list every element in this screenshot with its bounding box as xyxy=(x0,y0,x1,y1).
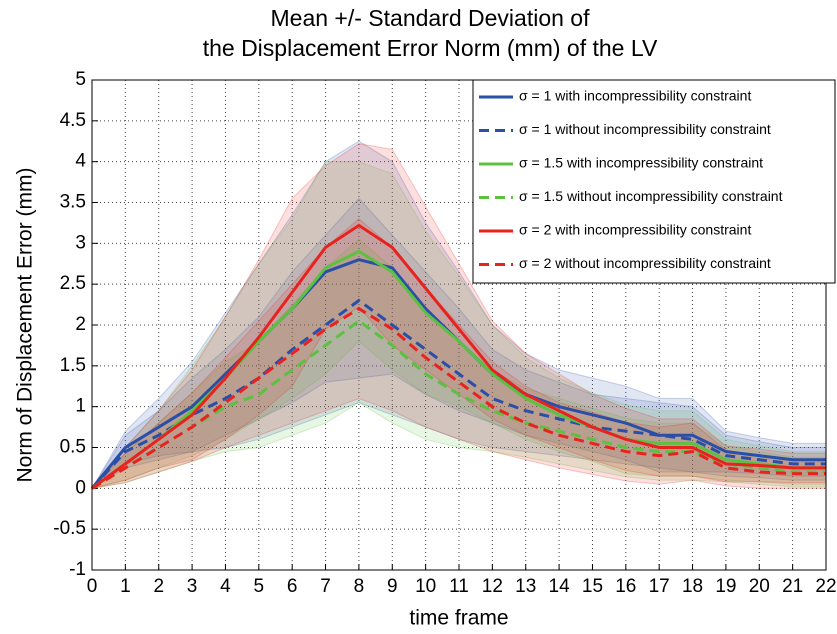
y-tick-label: 2.5 xyxy=(60,273,86,294)
y-axis-label: Norm of Displacement Error (mm) xyxy=(14,167,37,482)
x-tick-label: 14 xyxy=(549,576,571,597)
x-tick-label: 21 xyxy=(782,576,803,597)
y-tick-label: 1 xyxy=(75,396,86,417)
legend-label: σ = 1 with incompressibility constraint xyxy=(519,88,751,104)
y-tick-label: -0.5 xyxy=(53,518,86,539)
series-line xyxy=(91,223,826,490)
chart-title: the Displacement Error Norm (mm) of the … xyxy=(203,35,658,61)
y-tick-label: 4 xyxy=(75,151,86,172)
legend-label: σ = 1.5 with incompressibility constrain… xyxy=(519,155,763,171)
x-tick-label: 9 xyxy=(387,576,398,597)
y-tick-label: 4.5 xyxy=(60,110,86,131)
x-tick-label: 8 xyxy=(354,576,365,597)
x-tick-label: 17 xyxy=(649,576,670,597)
x-tick-label: 13 xyxy=(515,576,536,597)
y-tick-label: 0.5 xyxy=(60,437,86,458)
x-tick-label: 20 xyxy=(749,576,770,597)
y-tick-label: -1 xyxy=(69,559,86,580)
y-tick-label: 5 xyxy=(75,69,86,90)
x-tick-label: 10 xyxy=(415,576,436,597)
x-axis-label: time frame xyxy=(409,607,508,630)
x-tick-label: 0 xyxy=(87,576,98,597)
x-tick-label: 3 xyxy=(187,576,198,597)
x-tick-label: 18 xyxy=(682,576,703,597)
x-tick-label: 7 xyxy=(320,576,331,597)
x-tick-label: 2 xyxy=(153,576,164,597)
y-tick-label: 3 xyxy=(75,232,86,253)
x-tick-label: 12 xyxy=(482,576,503,597)
x-tick-label: 19 xyxy=(715,576,736,597)
legend-label: σ = 1.5 without incompressibility constr… xyxy=(519,188,783,204)
x-tick-label: 22 xyxy=(815,576,836,597)
legend-label: σ = 2 with incompressibility constraint xyxy=(519,222,751,238)
series-line xyxy=(90,298,826,490)
y-tick-label: 0 xyxy=(75,477,86,498)
x-tick-label: 5 xyxy=(254,576,265,597)
y-tick-label: 1.5 xyxy=(60,355,86,376)
x-tick-label: 4 xyxy=(220,576,231,597)
legend-box xyxy=(472,79,836,284)
series-line xyxy=(91,306,826,490)
x-tick-label: 11 xyxy=(449,576,469,597)
x-tick-label: 16 xyxy=(615,576,636,597)
y-tick-label: 3.5 xyxy=(60,192,86,213)
y-tick-label: 2 xyxy=(75,314,86,335)
chart-title: Mean +/- Standard Deviation of xyxy=(271,5,591,31)
x-tick-label: 1 xyxy=(120,576,131,597)
legend-label: σ = 2 without incompressibility constrai… xyxy=(519,255,771,271)
legend-label: σ = 1 without incompressibility constrai… xyxy=(519,121,771,137)
x-tick-label: 6 xyxy=(287,576,298,597)
plot-frame xyxy=(91,79,827,571)
x-tick-label: 15 xyxy=(582,576,603,597)
